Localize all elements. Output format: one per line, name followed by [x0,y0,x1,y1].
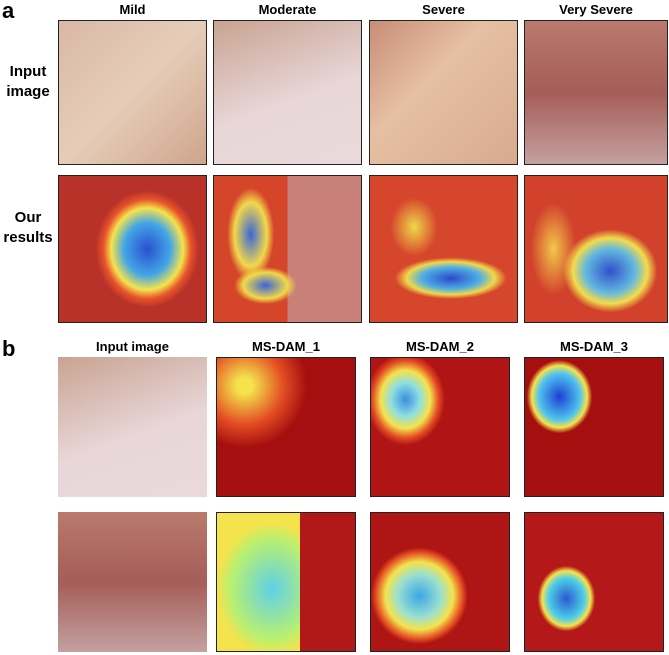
attention-map [370,512,510,652]
panel-label: b [2,336,16,361]
column-header: Moderate [258,2,317,17]
result-heatmap [58,175,207,323]
attention-map [524,357,664,497]
attention-map [216,357,356,497]
attention-map [216,512,356,652]
attention-map [370,357,510,497]
column-header: Mild [119,2,146,17]
input-image [58,20,207,165]
attention-map [524,512,664,652]
input-image [369,20,518,165]
input-image [524,20,668,165]
column-header: Severe [422,2,465,17]
row-label: Our results [3,209,53,246]
result-heatmap [213,175,362,323]
column-header: MS-DAM_3 [560,339,628,354]
input-image [213,20,362,165]
column-header: MS-DAM_2 [406,339,474,354]
result-heatmap [369,175,518,323]
column-header: Input image [96,339,169,354]
input-image [58,357,207,497]
column-header: Very Severe [559,2,633,17]
panel-label: a [2,0,15,23]
result-heatmap [524,175,668,323]
column-header: MS-DAM_1 [252,339,320,354]
row-label: Input image [6,63,50,100]
input-image [58,512,207,652]
